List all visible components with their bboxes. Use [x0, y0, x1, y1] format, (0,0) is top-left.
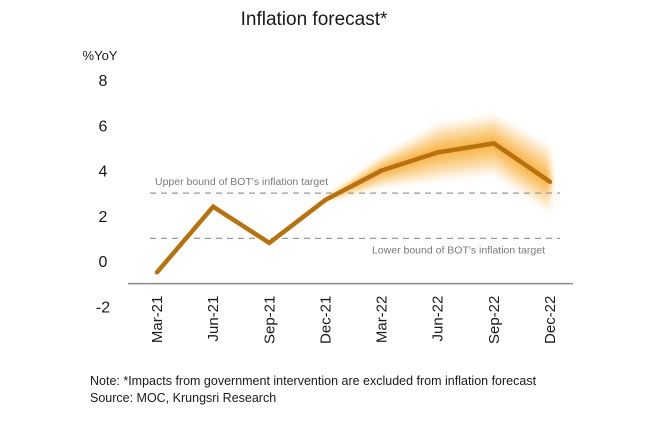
x-tick-label: Jun-22 [430, 296, 447, 342]
source-note: Source: MOC, Krungsri Research [90, 391, 277, 405]
x-tick-label: Dec-22 [542, 296, 559, 344]
series-line [154, 140, 553, 275]
y-tick-label: 6 [99, 118, 108, 135]
footnote: Note: *Impacts from government intervent… [90, 374, 537, 388]
y-tick-label: 0 [99, 254, 108, 271]
forecast-fan [325, 116, 550, 212]
reference-line-label: Lower bound of BOT's inflation target [372, 244, 545, 256]
y-tick-label: -2 [96, 299, 110, 316]
y-tick-label: 8 [99, 73, 108, 90]
fan-band [325, 133, 550, 200]
x-tick-label: Sep-22 [486, 296, 503, 344]
x-tick-label: Mar-21 [149, 296, 166, 344]
x-tick-labels: Mar-21 Jun-21 Sep-21 Dec-21 Mar-22 Jun-22 Sep-… [149, 296, 559, 344]
reference-line-label: Upper bound of BOT's inflation target [155, 176, 328, 188]
x-tick-label: Jun-21 [205, 296, 222, 342]
chart-title: Inflation forecast* [241, 9, 388, 30]
series-lines [154, 140, 553, 275]
y-tick-label: 2 [99, 209, 108, 226]
x-tick-label: Dec-21 [317, 296, 334, 344]
y-axis-label: %YoY [83, 48, 118, 63]
x-tick-label: Sep-21 [261, 296, 278, 344]
y-tick-labels: 8 6 4 2 0 -2 [96, 73, 110, 316]
reference-lines: Upper bound of BOT's inflation target Low… [150, 176, 560, 256]
y-tick-label: 4 [99, 164, 108, 181]
x-tick-label: Mar-22 [374, 296, 391, 344]
